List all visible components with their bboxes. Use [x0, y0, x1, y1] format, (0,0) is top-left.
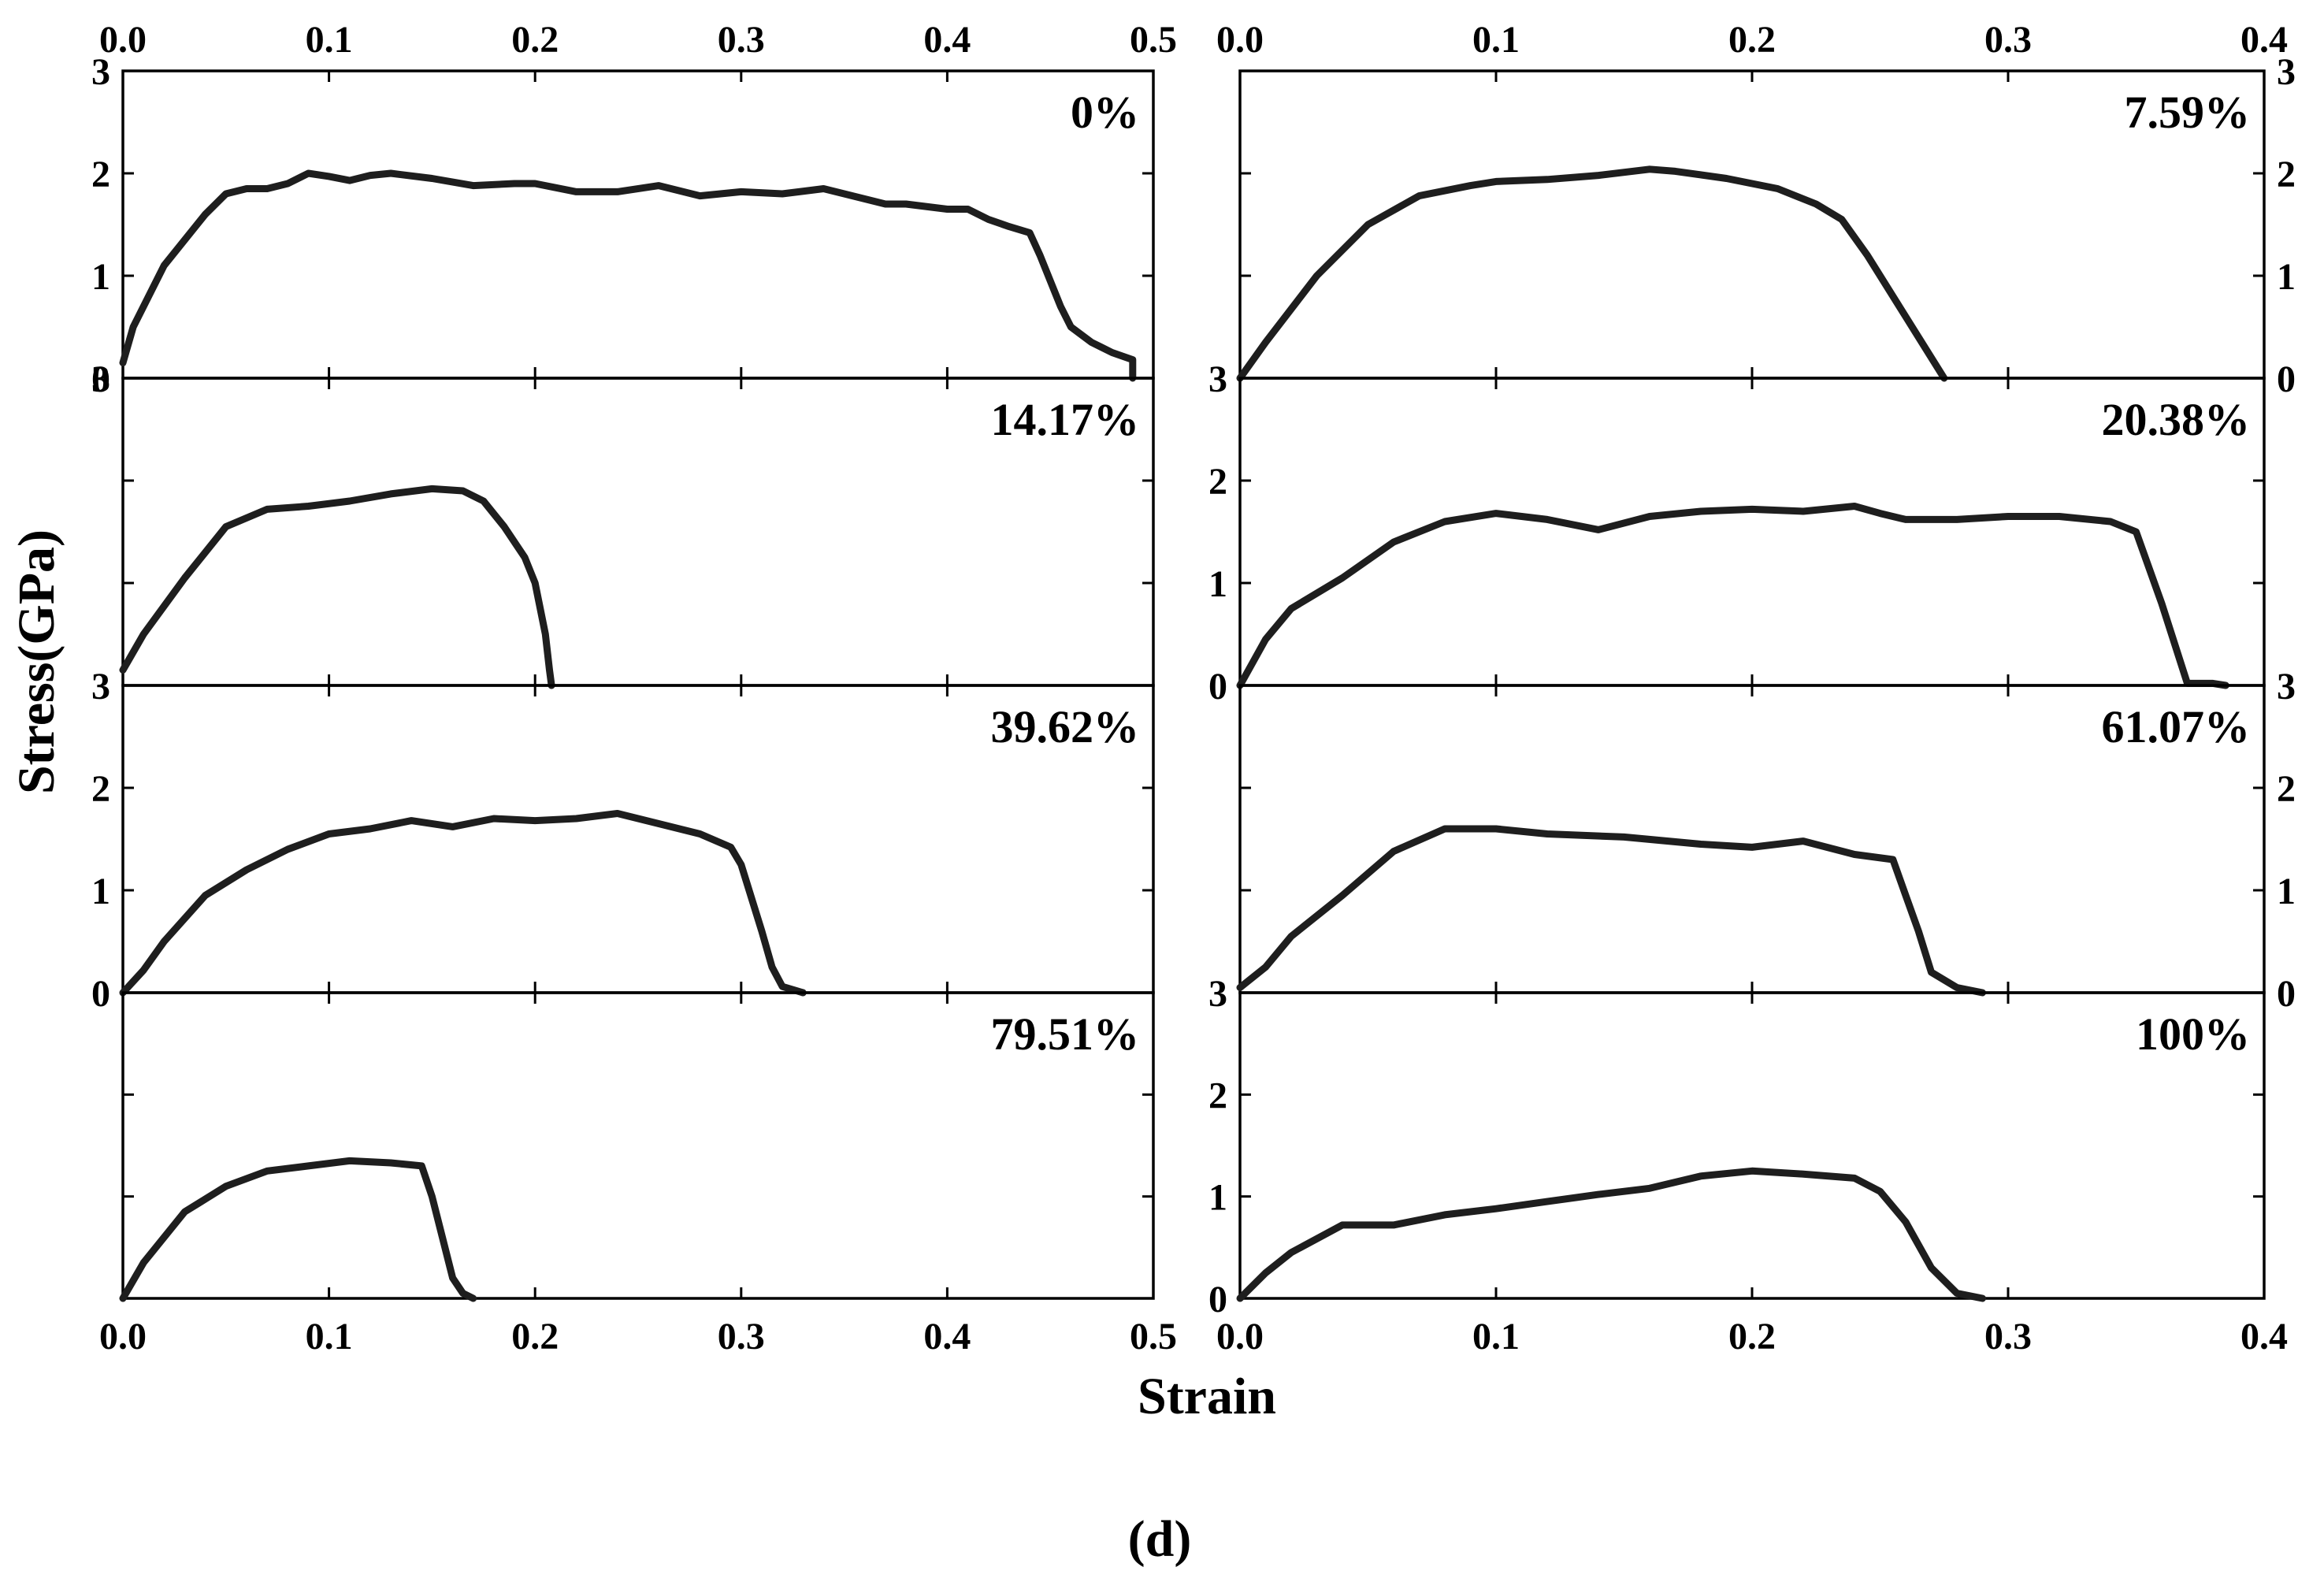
x-tick-label-bottom: 0.1	[306, 1316, 353, 1357]
panel-5: 0 1 2 3 39.62%	[91, 666, 1155, 1015]
y-tick-label: 2	[2277, 768, 2296, 810]
panel-label: 39.62%	[991, 701, 1140, 752]
series-line	[1236, 825, 1986, 997]
y-tick-label: 0	[1208, 666, 1227, 707]
x-tick-label-top: 0.1	[306, 19, 353, 61]
panel-frame	[121, 991, 1155, 1300]
x-tick-label-bottom: 0.1	[1472, 1316, 1520, 1357]
y-tick-label: 2	[91, 154, 110, 195]
panel-label: 20.38%	[2102, 394, 2251, 445]
x-tick-label-top: 0.3	[718, 19, 765, 61]
x-tick-label-bottom: 0.5	[1130, 1316, 1177, 1357]
x-tick-label-bottom: 0.4	[2240, 1316, 2288, 1357]
y-tick-label: 1	[91, 871, 110, 912]
y-tick-label: 3	[1208, 973, 1227, 1015]
panel-6: 0 1 2 3 61.07%	[1236, 666, 2296, 1015]
y-tick-label: 0	[1208, 1279, 1227, 1320]
series-line	[119, 169, 1137, 382]
panel-label: 61.07%	[2102, 701, 2251, 752]
panel-7: 0.0 0.1 0.2 0.3 0.4 0.5 79.51%	[99, 991, 1177, 1357]
series-line	[1236, 165, 1948, 382]
panel-label: 100%	[2136, 1008, 2250, 1060]
x-tick-label-top: 0.2	[511, 19, 559, 61]
x-tick-label-bottom: 0.2	[1728, 1316, 1776, 1357]
panel-label: 79.51%	[991, 1008, 1140, 1060]
panel-frame	[1238, 991, 2266, 1300]
y-tick-label: 2	[2277, 154, 2296, 195]
y-axis-title: Stress(GPa)	[8, 529, 65, 794]
y-tick-label: 3	[2277, 51, 2296, 93]
x-tick-label-bottom: 0.4	[923, 1316, 971, 1357]
y-tick-label: 0	[2277, 973, 2296, 1015]
y-tick-label: 1	[91, 256, 110, 298]
y-tick-label: 0	[2277, 358, 2296, 400]
y-tick-label: 1	[1208, 563, 1227, 605]
x-tick-label-top: 0.5	[1130, 19, 1177, 61]
x-tick-label-top: 0.4	[923, 19, 971, 61]
panel-2: 0 1 2 3 0.0 0.1 0.2 0.3 0.4 7.59%	[1216, 19, 2296, 400]
x-tick-label-top: 0.2	[1728, 19, 1776, 61]
x-tick-label-top: 0.1	[1472, 19, 1520, 61]
series-line	[119, 810, 807, 997]
x-tick-label-bottom: 0.0	[1216, 1316, 1264, 1357]
panel-label: 0%	[1071, 87, 1139, 138]
x-tick-label-top: 0.4	[2240, 19, 2288, 61]
x-tick-label-top: 0.0	[99, 19, 147, 61]
y-tick-label: 2	[1208, 461, 1227, 503]
y-tick-label: 1	[2277, 871, 2296, 912]
x-tick-label-bottom: 0.2	[511, 1316, 559, 1357]
x-tick-label-top: 0.3	[1984, 19, 2032, 61]
panel-8: 0 1 2 3 0.0 0.1 0.2 0.3 0.4 100%	[1208, 973, 2288, 1357]
y-tick-label: 0	[91, 973, 110, 1015]
y-tick-label: 0	[91, 358, 110, 400]
series-line	[119, 1157, 477, 1302]
series-line	[1236, 503, 2229, 689]
panel-label: 14.17%	[991, 394, 1140, 445]
y-tick-label: 3	[1208, 358, 1227, 400]
x-tick-label-bottom: 0.3	[718, 1316, 765, 1357]
y-tick-label: 1	[2277, 256, 2296, 298]
y-tick-label: 3	[2277, 666, 2296, 707]
panel-frame	[1238, 69, 2266, 380]
y-tick-label: 2	[1208, 1075, 1227, 1116]
panel-3: 3 14.17%	[91, 358, 1155, 689]
x-tick-label-bottom: 0.0	[99, 1316, 147, 1357]
x-tick-label-bottom: 0.3	[1984, 1316, 2032, 1357]
series-line	[119, 485, 555, 689]
y-tick-label: 3	[91, 666, 110, 707]
series-line	[1236, 1167, 1986, 1302]
figure-caption: (d)	[1128, 1510, 1192, 1568]
panel-4: 0 1 2 3 20.38%	[1208, 358, 2266, 707]
y-tick-label: 3	[91, 51, 110, 93]
panel-label: 7.59%	[2125, 87, 2251, 138]
y-tick-label: 3	[91, 358, 110, 400]
y-tick-label: 1	[1208, 1177, 1227, 1219]
x-tick-label-top: 0.0	[1216, 19, 1264, 61]
y-tick-label: 2	[91, 768, 110, 810]
x-axis-title: Strain	[1138, 1368, 1276, 1425]
